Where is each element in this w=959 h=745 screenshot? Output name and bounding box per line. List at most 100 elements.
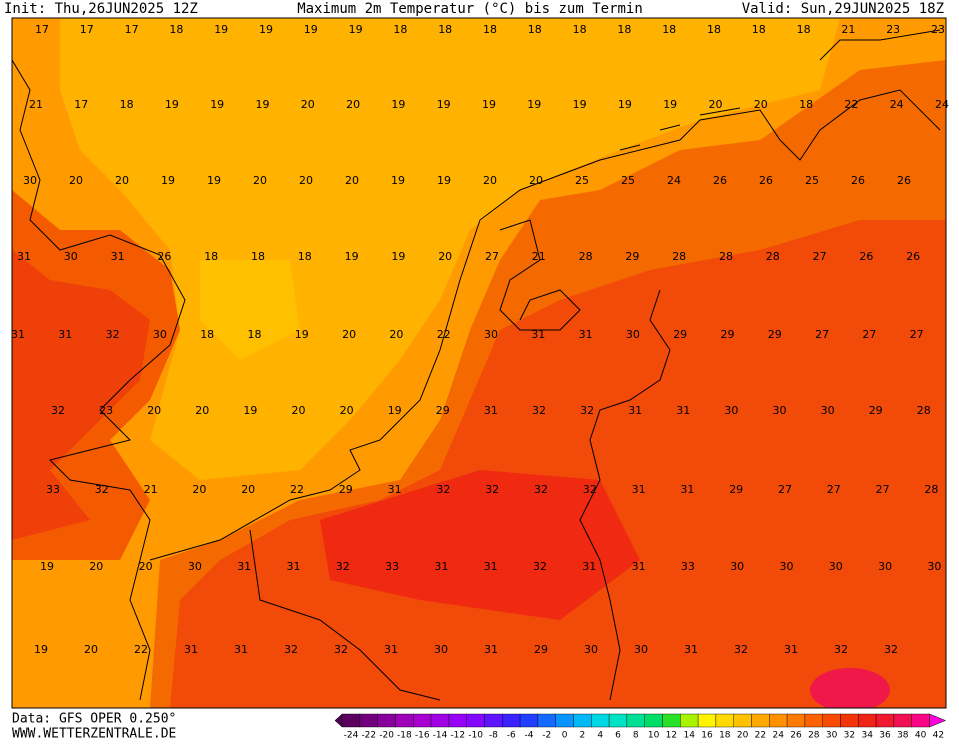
colorbar-label: 32 <box>844 731 855 741</box>
temperature-value: 26 <box>759 174 773 187</box>
temperature-value: 31 <box>582 560 596 573</box>
temperature-value: 21 <box>841 23 855 36</box>
temperature-value: 20 <box>709 98 723 111</box>
temperature-value: 32 <box>884 643 898 656</box>
temperature-value: 31 <box>676 404 690 417</box>
temperature-value: 18 <box>617 23 631 36</box>
colorbar-swatch <box>377 713 396 728</box>
temperature-value: 17 <box>125 23 139 36</box>
temperature-value: 22 <box>437 328 451 341</box>
temperature-value: 32 <box>485 483 499 496</box>
temperature-value: 27 <box>813 250 827 263</box>
colorbar-swatch <box>626 713 645 728</box>
temperature-value: 19 <box>345 250 359 263</box>
temperature-value: 29 <box>339 483 353 496</box>
temperature-value: 31 <box>384 643 398 656</box>
temperature-value: 19 <box>207 174 221 187</box>
temperature-value: 32 <box>533 560 547 573</box>
colorbar-swatch <box>680 713 699 728</box>
colorbar-label: -10 <box>468 731 483 741</box>
temperature-value: 19 <box>165 98 179 111</box>
temperature-value: 30 <box>730 560 744 573</box>
temperature-value: 27 <box>910 328 924 341</box>
temperature-value: 21 <box>144 483 158 496</box>
colorbar-label: 16 <box>701 731 713 741</box>
temperature-value: 32 <box>334 643 348 656</box>
colorbar-label: 36 <box>879 731 891 741</box>
temperature-value: 33 <box>46 483 60 496</box>
temperature-value: 18 <box>528 23 542 36</box>
temperature-value: 30 <box>724 404 738 417</box>
temperature-value: 30 <box>634 643 648 656</box>
colorbar-label: 34 <box>861 731 873 741</box>
temperature-value: 20 <box>483 174 497 187</box>
temperature-value: 30 <box>626 328 640 341</box>
temperature-value: 20 <box>84 643 98 656</box>
colorbar-label: 24 <box>772 731 784 741</box>
temperature-value: 28 <box>579 250 593 263</box>
temperature-value: 21 <box>532 250 546 263</box>
temperature-value: 18 <box>483 23 497 36</box>
temperature-value: 26 <box>713 174 727 187</box>
colorbar-label: -24 <box>344 731 359 741</box>
temperature-value: 18 <box>438 23 452 36</box>
colorbar-label: 26 <box>790 731 802 741</box>
temperature-value: 19 <box>391 174 405 187</box>
colorbar-swatch <box>519 713 539 728</box>
field-west-hot <box>12 250 150 540</box>
colorbar-label: -4 <box>525 731 534 741</box>
temperature-value: 30 <box>484 328 498 341</box>
field-peak <box>320 470 640 620</box>
temperature-value: 31 <box>579 328 593 341</box>
colorbar-label: 0 <box>562 731 568 741</box>
temperature-value: 18 <box>248 328 262 341</box>
temperature-value: 20 <box>139 560 153 573</box>
colorbar-label: 20 <box>737 731 749 741</box>
colorbar-label: 12 <box>666 731 677 741</box>
temperature-value: 31 <box>680 483 694 496</box>
colorbar-swatch <box>858 713 877 728</box>
temperature-value: 31 <box>388 483 402 496</box>
temperature-value: 28 <box>719 250 733 263</box>
temperature-value: 19 <box>210 98 224 111</box>
temperature-value: 27 <box>815 328 829 341</box>
colorbar-label: 18 <box>719 731 731 741</box>
temperature-value: 32 <box>284 643 298 656</box>
temperature-value: 20 <box>345 174 359 187</box>
temperature-value: 23 <box>99 404 113 417</box>
temperature-value: 30 <box>878 560 892 573</box>
temperature-value: 27 <box>485 250 499 263</box>
temperature-value: 19 <box>161 174 175 187</box>
temperature-value: 20 <box>195 404 209 417</box>
colorbar-swatch <box>840 713 859 728</box>
temperature-value: 18 <box>393 23 407 36</box>
temperature-value: 20 <box>253 174 267 187</box>
temperature-value: 32 <box>580 404 594 417</box>
colorbar-label: 10 <box>648 731 660 741</box>
temperature-value: 30 <box>821 404 835 417</box>
temperature-value: 27 <box>876 483 890 496</box>
temperature-value: 26 <box>157 250 171 263</box>
temperature-value: 31 <box>434 560 448 573</box>
temperature-value: 19 <box>527 98 541 111</box>
temperature-value: 31 <box>784 643 798 656</box>
temperature-value: 26 <box>859 250 873 263</box>
colorbar-swatch <box>662 713 681 728</box>
colorbar-swatch <box>395 713 414 728</box>
temperature-value: 32 <box>734 643 748 656</box>
colorbar-label: -20 <box>379 731 394 741</box>
temperature-value: 22 <box>844 98 858 111</box>
temperature-value: 24 <box>890 98 904 111</box>
temperature-value: 31 <box>184 643 198 656</box>
temperature-value: 31 <box>484 560 498 573</box>
temperature-value: 20 <box>89 560 103 573</box>
colorbar-swatch <box>893 713 912 728</box>
temperature-value: 31 <box>237 560 251 573</box>
temperature-value: 19 <box>304 23 318 36</box>
temperature-value: 32 <box>534 483 548 496</box>
temperature-value: 31 <box>628 404 642 417</box>
temperature-value: 20 <box>192 483 206 496</box>
temperature-value: 25 <box>805 174 819 187</box>
temperature-value: 20 <box>529 174 543 187</box>
